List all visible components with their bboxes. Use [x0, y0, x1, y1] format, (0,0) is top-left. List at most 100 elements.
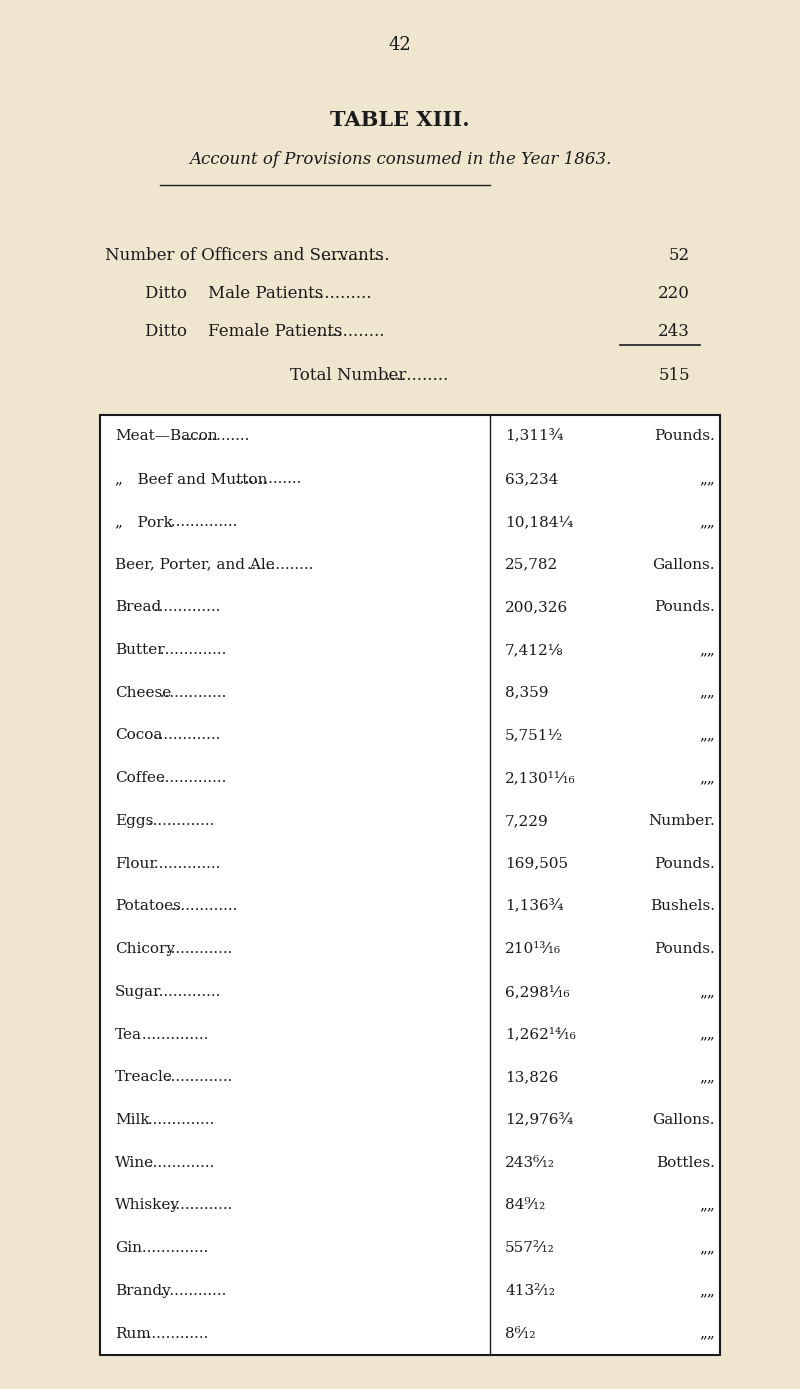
- Text: 63,234: 63,234: [505, 472, 558, 486]
- Text: Eggs: Eggs: [115, 814, 154, 828]
- Text: Milk: Milk: [115, 1113, 150, 1126]
- Text: Cocoa: Cocoa: [115, 728, 162, 743]
- Text: „„: „„: [699, 1028, 715, 1042]
- Text: 7,412⅛: 7,412⅛: [505, 643, 563, 657]
- Text: 1,311¾: 1,311¾: [505, 429, 563, 443]
- Text: „„: „„: [699, 643, 715, 657]
- Text: 5,751½: 5,751½: [505, 728, 563, 743]
- Text: Meat—Bacon: Meat—Bacon: [115, 429, 218, 443]
- Text: ..............: ..............: [155, 1283, 226, 1297]
- Text: „„: „„: [699, 771, 715, 785]
- Text: 6,298¹⁄₁₆: 6,298¹⁄₁₆: [505, 985, 570, 999]
- Text: ..............: ..............: [178, 429, 250, 443]
- Text: Number of Officers and Servants: Number of Officers and Servants: [105, 246, 384, 264]
- Text: 220: 220: [658, 285, 690, 301]
- Text: ..............: ..............: [155, 643, 226, 657]
- Text: Pounds.: Pounds.: [654, 857, 715, 871]
- Text: 8,359: 8,359: [505, 686, 549, 700]
- Text: Potatoes: Potatoes: [115, 899, 181, 914]
- Text: „„: „„: [699, 1199, 715, 1213]
- Text: 84⁹⁄₁₂: 84⁹⁄₁₂: [505, 1199, 546, 1213]
- Text: ..............: ..............: [149, 600, 220, 614]
- Text: ..............: ..............: [149, 857, 220, 871]
- Text: Gin: Gin: [115, 1242, 142, 1256]
- Text: ..............: ..............: [166, 899, 238, 914]
- Text: Beer, Porter, and Ale: Beer, Porter, and Ale: [115, 557, 274, 571]
- Text: ..............: ..............: [155, 686, 226, 700]
- Text: ..............: ..............: [143, 814, 214, 828]
- Text: .............: .............: [311, 322, 385, 339]
- Text: ..............: ..............: [149, 985, 220, 999]
- Text: Number.: Number.: [648, 814, 715, 828]
- Text: Bushels.: Bushels.: [650, 899, 715, 914]
- Text: .............: .............: [298, 285, 371, 301]
- Text: Pounds.: Pounds.: [654, 600, 715, 614]
- Text: 2,130¹¹⁄₁₆: 2,130¹¹⁄₁₆: [505, 771, 576, 785]
- Text: Gallons.: Gallons.: [653, 1113, 715, 1126]
- Text: Chicory: Chicory: [115, 942, 175, 956]
- Text: 1,262¹⁴⁄₁₆: 1,262¹⁴⁄₁₆: [505, 1028, 576, 1042]
- Text: „   Beef and Mutton: „ Beef and Mutton: [115, 472, 267, 486]
- Text: ..............: ..............: [143, 1113, 214, 1126]
- Text: 25,782: 25,782: [505, 557, 558, 571]
- Text: Total Number: Total Number: [290, 367, 406, 383]
- Text: ..............: ..............: [242, 557, 313, 571]
- Text: Ditto    Male Patients: Ditto Male Patients: [145, 285, 323, 301]
- Text: „„: „„: [699, 1283, 715, 1297]
- Text: 243⁶⁄₁₂: 243⁶⁄₁₂: [505, 1156, 555, 1170]
- Text: 169,505: 169,505: [505, 857, 568, 871]
- Text: Account of Provisions consumed in the Year 1863.: Account of Provisions consumed in the Ye…: [189, 151, 611, 168]
- Text: 210¹³⁄₁₆: 210¹³⁄₁₆: [505, 942, 561, 956]
- Text: „„: „„: [699, 472, 715, 486]
- Text: „„: „„: [699, 1326, 715, 1340]
- Text: „„: „„: [699, 1242, 715, 1256]
- Text: ............: ............: [380, 367, 448, 383]
- Text: TABLE XIII.: TABLE XIII.: [330, 110, 470, 131]
- Text: 515: 515: [658, 367, 690, 383]
- Text: ..............: ..............: [149, 728, 220, 743]
- Text: ..............: ..............: [161, 1199, 232, 1213]
- Text: „„: „„: [699, 686, 715, 700]
- Text: Treacle: Treacle: [115, 1071, 173, 1085]
- Bar: [100, 415, 720, 1356]
- Text: Sugar: Sugar: [115, 985, 162, 999]
- Text: „„: „„: [699, 985, 715, 999]
- Text: .............: .............: [317, 246, 390, 264]
- Text: Ditto    Female Patients: Ditto Female Patients: [145, 322, 342, 339]
- Text: „„: „„: [699, 1071, 715, 1085]
- Text: 8⁶⁄₁₂: 8⁶⁄₁₂: [505, 1326, 535, 1340]
- Text: ..............: ..............: [161, 1071, 232, 1085]
- Text: ..............: ..............: [143, 1156, 214, 1170]
- Text: 52: 52: [669, 246, 690, 264]
- Text: Butter: Butter: [115, 643, 165, 657]
- Text: ..............: ..............: [138, 1326, 209, 1340]
- Text: 200,326: 200,326: [505, 600, 568, 614]
- Text: 413²⁄₁₂: 413²⁄₁₂: [505, 1283, 555, 1297]
- Text: Cheese: Cheese: [115, 686, 171, 700]
- Text: ..............: ..............: [138, 1242, 209, 1256]
- Text: 557²⁄₁₂: 557²⁄₁₂: [505, 1242, 554, 1256]
- Text: ..............: ..............: [155, 771, 226, 785]
- Text: Gallons.: Gallons.: [653, 557, 715, 571]
- Text: Pounds.: Pounds.: [654, 942, 715, 956]
- Text: „„: „„: [699, 515, 715, 529]
- Text: 1,136¾: 1,136¾: [505, 899, 563, 914]
- Text: 7,229: 7,229: [505, 814, 549, 828]
- Text: 10,184¼: 10,184¼: [505, 515, 574, 529]
- Text: Tea: Tea: [115, 1028, 142, 1042]
- Text: „„: „„: [699, 728, 715, 743]
- Text: ..............: ..............: [138, 1028, 209, 1042]
- Text: Bottles.: Bottles.: [656, 1156, 715, 1170]
- Text: Pounds.: Pounds.: [654, 429, 715, 443]
- Text: „   Pork: „ Pork: [115, 515, 173, 529]
- Text: Coffee: Coffee: [115, 771, 165, 785]
- Text: 12,976¾: 12,976¾: [505, 1113, 574, 1126]
- Text: 13,826: 13,826: [505, 1071, 558, 1085]
- Text: Wine: Wine: [115, 1156, 154, 1170]
- Text: ..............: ..............: [161, 942, 232, 956]
- Text: Rum: Rum: [115, 1326, 150, 1340]
- Text: ..............: ..............: [166, 515, 238, 529]
- Text: ..............: ..............: [230, 472, 302, 486]
- Text: 243: 243: [658, 322, 690, 339]
- Text: 42: 42: [389, 36, 411, 54]
